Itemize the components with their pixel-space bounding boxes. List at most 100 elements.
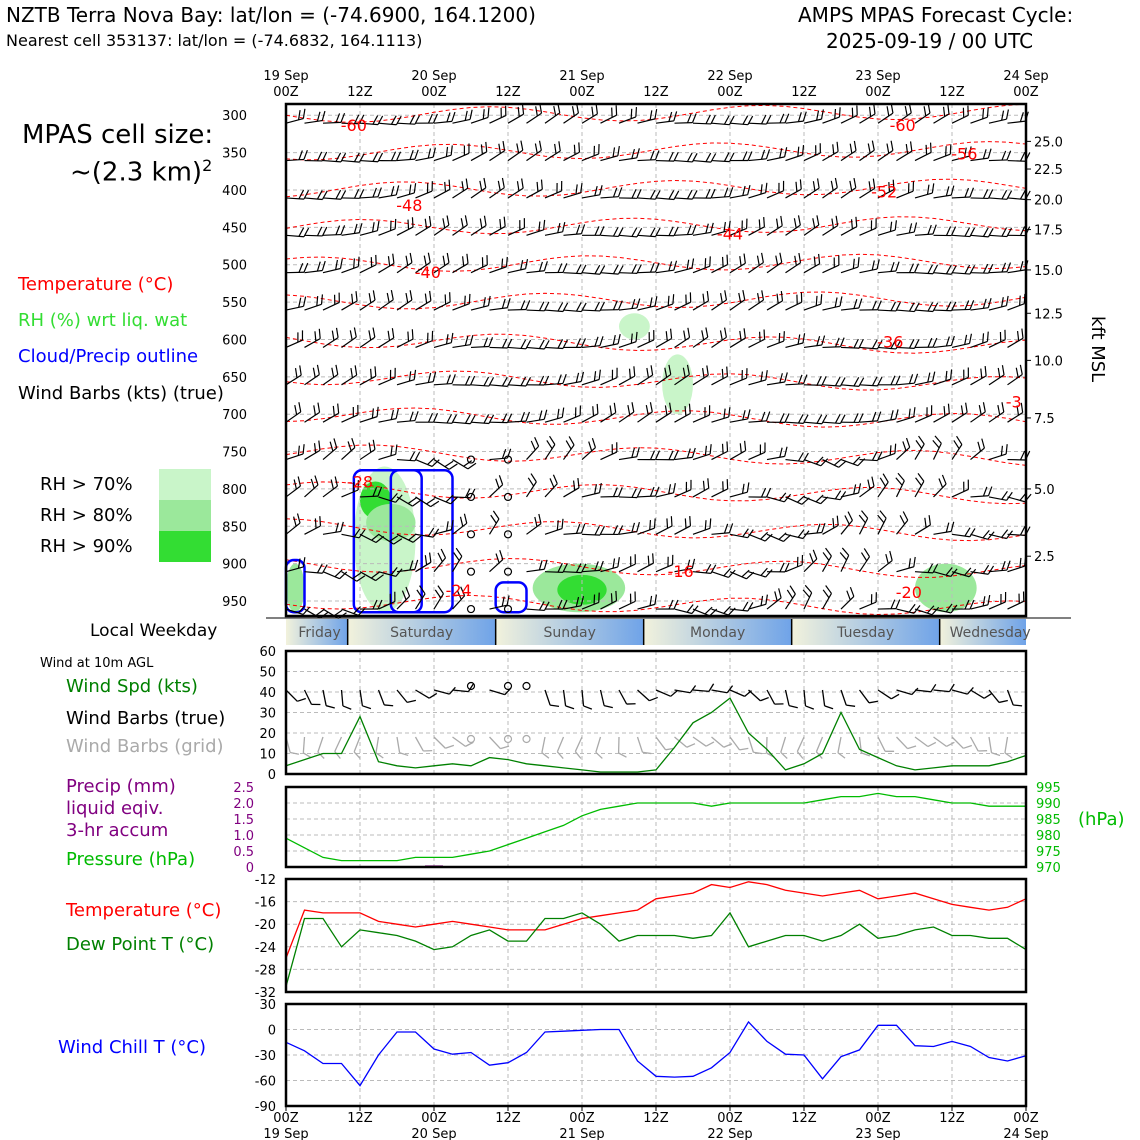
pressure-tick: 850 xyxy=(222,520,247,535)
wind-barb xyxy=(452,143,470,162)
wind-barb xyxy=(637,486,660,498)
wind-barb-shaft xyxy=(618,307,637,311)
wind-barb-flag xyxy=(723,408,726,419)
wind-barb-true xyxy=(489,687,512,696)
wind-barb-shaft xyxy=(822,116,840,124)
wind-barb-flag xyxy=(654,109,658,119)
wind-barb xyxy=(803,494,829,505)
wind-barb-flag xyxy=(580,338,587,348)
wind-barb-grid xyxy=(969,736,988,752)
wind-barb-flag xyxy=(1019,526,1026,536)
wind-barb-flag xyxy=(891,693,900,700)
wind-barb-shaft xyxy=(859,384,878,387)
wind-barb-flag xyxy=(795,181,798,192)
temperature-contour-label: -36 xyxy=(877,333,903,352)
wind-barb-flag xyxy=(461,181,465,192)
wind-barb-flag xyxy=(765,594,768,605)
wind-barb xyxy=(526,513,542,535)
wind-barb-shaft xyxy=(933,113,950,124)
wind-barb-flag xyxy=(908,558,911,569)
wind-barb-shaft xyxy=(729,736,741,751)
wind-barb-shaft xyxy=(914,309,933,313)
wind-barb-flag xyxy=(1015,367,1019,378)
wind-barb-flag xyxy=(538,560,543,571)
wind-barb-flag xyxy=(358,529,366,539)
wind-barb xyxy=(304,516,322,535)
wind-barb-flag xyxy=(743,328,746,339)
wind-barb-flag xyxy=(927,224,932,235)
wind-barb-flag xyxy=(534,516,538,527)
wind-barb-shaft xyxy=(711,488,728,498)
wind-barb-shaft xyxy=(822,421,841,425)
wind-barb-flag xyxy=(949,144,952,155)
wind-barb-flag xyxy=(704,606,713,615)
wind-barb-flag xyxy=(876,259,880,270)
wind-barb xyxy=(748,217,765,236)
wind-barb-shaft xyxy=(637,118,656,124)
wind-barb-flag xyxy=(630,333,633,344)
wind-barb xyxy=(674,258,695,274)
wind-barb-flag xyxy=(941,474,947,485)
wind-barb-flag xyxy=(562,599,568,610)
wind-barb-flag xyxy=(1013,704,1023,707)
wind-barb-flag xyxy=(331,367,335,378)
weekday-label: Friday xyxy=(298,625,340,641)
wind-barb-shaft xyxy=(304,411,320,423)
wind-barb-flag xyxy=(463,145,466,156)
wind-barb-shaft xyxy=(334,736,343,752)
wind-barb-shaft xyxy=(674,567,693,573)
wind-barb-flag xyxy=(784,147,788,158)
wind-barb-flag xyxy=(358,153,365,163)
wind-barb-shaft xyxy=(711,336,727,348)
wind-barb-shaft xyxy=(1007,600,1025,610)
wind-barb-flag xyxy=(465,178,469,189)
wind-barb-shaft xyxy=(803,118,822,124)
wind-barb-flag xyxy=(793,218,797,229)
temperature-contour-label: -52 xyxy=(871,182,897,201)
wind-barb-shaft xyxy=(796,736,805,752)
wind-barb xyxy=(304,294,324,311)
wind-barb-shaft xyxy=(785,533,804,540)
wind-barb-flag xyxy=(627,405,631,415)
wind-barb-shaft xyxy=(452,303,470,311)
wind-barb-flag xyxy=(599,336,604,346)
wind-barb xyxy=(970,366,987,386)
wind-barb-shaft xyxy=(378,418,397,423)
wind-barb xyxy=(563,563,587,574)
wind-barb-shaft xyxy=(748,226,765,236)
wind-barb xyxy=(803,549,818,573)
wind-barb-shaft xyxy=(433,529,452,535)
wind-barb-flag xyxy=(760,696,769,702)
wind-barb-flag xyxy=(314,331,317,342)
wind-barb xyxy=(563,436,575,460)
wind-barb-shaft xyxy=(489,115,507,124)
wind-barb xyxy=(785,374,808,386)
wind-barb xyxy=(489,475,504,498)
wind-barb-flag xyxy=(520,300,526,310)
wind-barb-flag xyxy=(815,456,824,465)
wind-barb-flag xyxy=(747,184,751,195)
wind-barb-flag xyxy=(599,301,605,312)
wind-barb xyxy=(711,441,729,461)
pressure-tick: 600 xyxy=(222,333,247,348)
wind-barb xyxy=(840,413,864,424)
wind-barb xyxy=(914,103,931,124)
wind-barb-flag xyxy=(778,332,781,343)
wind-barb-flag xyxy=(839,552,848,561)
wind-barb xyxy=(637,330,655,348)
wind-barb xyxy=(840,298,863,311)
wind-barb-shaft xyxy=(729,337,746,348)
wind-barb-flag xyxy=(908,339,915,349)
wind-barb-shaft xyxy=(766,225,783,236)
pressure-tick: 950 xyxy=(222,595,247,610)
wind-barb-flag xyxy=(1006,491,1013,501)
wind-barb-shaft xyxy=(803,458,822,467)
wind-barb xyxy=(396,183,417,199)
wind-barb-shaft xyxy=(877,346,896,350)
wind-barb-flag xyxy=(796,495,806,503)
wind-barb-shaft xyxy=(859,113,876,124)
wind-barb-true xyxy=(452,683,474,693)
wind-barb-flag xyxy=(375,535,385,543)
temperature-tick: -20 xyxy=(255,918,276,933)
wind-barb xyxy=(711,115,735,126)
